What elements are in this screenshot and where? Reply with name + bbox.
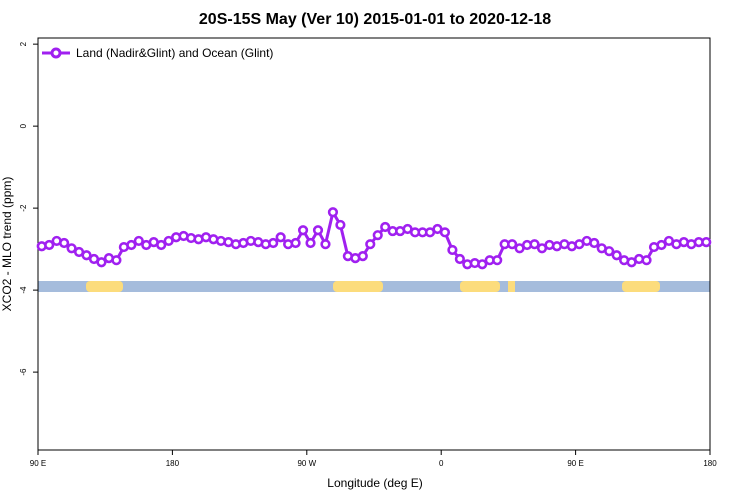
data-point — [447, 244, 458, 256]
data-point — [44, 239, 55, 251]
data-point — [604, 246, 615, 257]
land-band — [86, 281, 123, 292]
data-point — [312, 225, 324, 236]
x-tick-label: 90 E — [30, 459, 46, 468]
data-point — [454, 253, 465, 265]
land-band — [508, 281, 515, 292]
y-tick-label: 0 — [19, 123, 28, 128]
x-tick-label: 90 E — [567, 459, 583, 468]
data-point — [81, 250, 92, 261]
data-point — [357, 250, 368, 262]
data-point — [156, 239, 167, 251]
data-point — [297, 225, 309, 236]
data-point — [492, 255, 503, 266]
data-point — [380, 221, 391, 233]
data-point — [365, 239, 376, 250]
land-band — [622, 281, 660, 292]
y-axis-label: XCO2 - MLO trend (ppm) — [0, 177, 14, 312]
x-tick-label: 90 W — [297, 459, 316, 468]
data-point — [656, 239, 667, 251]
y-tick-label: 2 — [19, 41, 28, 46]
data-point — [275, 232, 286, 243]
data-point — [529, 239, 540, 250]
data-point — [268, 237, 279, 249]
data-point — [305, 237, 316, 249]
data-point — [641, 255, 652, 266]
legend: Land (Nadir&Glint) and Ocean (Glint) — [42, 46, 273, 60]
data-point — [335, 219, 346, 231]
data-point — [372, 230, 383, 241]
x-tick-label: 0 — [439, 459, 444, 468]
surface-band — [38, 281, 710, 292]
y-tick-label: -6 — [19, 368, 28, 376]
data-point — [701, 237, 712, 248]
land-band — [460, 281, 500, 292]
data-point — [320, 239, 331, 250]
x-tick-label: 180 — [166, 459, 180, 468]
x-tick-label: 180 — [703, 459, 717, 468]
data-point — [611, 250, 622, 261]
y-tick-label: -4 — [19, 286, 28, 294]
data-point — [96, 257, 107, 268]
data-point — [439, 227, 451, 238]
data-point — [477, 259, 488, 270]
data-point — [327, 207, 339, 218]
legend-label: Land (Nadir&Glint) and Ocean (Glint) — [76, 46, 273, 60]
data-point — [59, 237, 70, 249]
legend-marker — [50, 47, 62, 59]
y-tick-label: -2 — [19, 204, 28, 212]
data-point — [163, 235, 174, 247]
chart-title: 20S-15S May (Ver 10) 2015-01-01 to 2020-… — [199, 11, 551, 28]
x-axis-label: Longitude (deg E) — [327, 476, 422, 490]
data-point — [507, 239, 518, 250]
data-point — [126, 239, 137, 251]
data-point — [133, 235, 144, 247]
data-point — [290, 237, 301, 249]
data-point — [111, 255, 122, 266]
land-band — [333, 281, 383, 292]
data-point — [66, 243, 77, 254]
data-point — [589, 237, 600, 249]
